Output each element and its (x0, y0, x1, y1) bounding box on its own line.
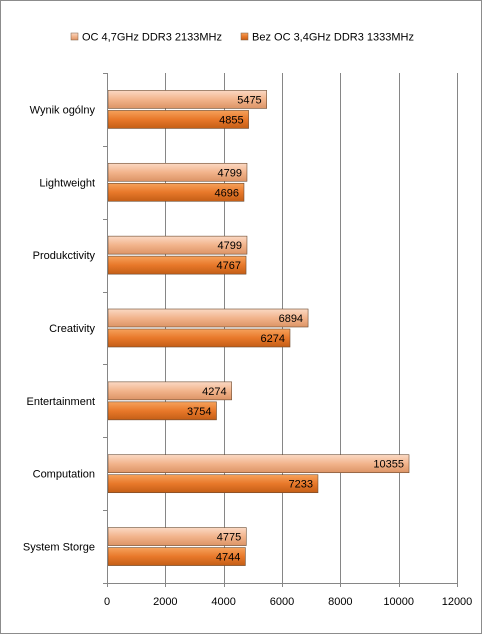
category-group-6: 4775 4744 System Storge (23, 527, 247, 566)
category-group-4: 4274 3754 Entertainment (27, 381, 232, 421)
data-label-2-series-0: 4799 (217, 240, 241, 252)
bar-5-series-0 (107, 454, 410, 474)
data-label-3-series-0: 6894 (279, 313, 303, 325)
x-tick-label-3: 6000 (270, 596, 294, 608)
legend-label-0: OC 4,7GHz DDR3 2133MHz (82, 32, 222, 44)
x-tick-label-0: 0 (104, 596, 110, 608)
x-tick-label-2: 4000 (211, 596, 235, 608)
data-label-2-series-1: 4767 (217, 260, 241, 272)
category-group-2: 4799 4767 Produkctivity (33, 235, 248, 275)
data-label-6-series-0: 4775 (217, 532, 241, 544)
category-label-2: Produkctivity (33, 250, 96, 262)
category-group-1: 4799 4696 Lightweight (39, 162, 248, 202)
data-label-4-series-1: 3754 (187, 406, 211, 418)
legend-swatch-0 (70, 32, 79, 41)
bar-5-series-1 (107, 474, 319, 494)
category-group-0: 5475 4855 Wynik ogólny (30, 90, 267, 129)
x-tick-label-5: 10000 (383, 596, 414, 608)
category-label-0: Wynik ogólny (30, 104, 96, 116)
category-group-5: 10355 7233 Computation (33, 454, 410, 494)
data-label-5-series-1: 7233 (288, 479, 312, 491)
data-label-3-series-1: 6274 (261, 333, 285, 345)
category-label-5: Computation (33, 469, 95, 481)
category-group-3: 6894 6274 Creativity (49, 308, 309, 348)
category-label-1: Lightweight (39, 177, 95, 189)
axes: 0 2000 4000 6000 8000 10000 12000 (103, 73, 472, 608)
legend-swatch-1 (240, 32, 249, 41)
data-label-1-series-0: 4799 (217, 167, 241, 179)
data-label-0-series-1: 4855 (219, 114, 243, 126)
category-label-3: Creativity (49, 323, 95, 335)
data-label-0-series-0: 5475 (237, 94, 261, 106)
legend-entry-1: Bez OC 3,4GHz DDR3 1333MHz (240, 32, 414, 44)
data-label-1-series-1: 4696 (214, 187, 238, 199)
gridlines (165, 73, 458, 583)
legend-entry-0: OC 4,7GHz DDR3 2133MHz (70, 32, 222, 44)
legend-label-1: Bez OC 3,4GHz DDR3 1333MHz (252, 32, 414, 44)
data-label-6-series-1: 4744 (216, 552, 240, 564)
x-tick-label-4: 8000 (328, 596, 352, 608)
x-tick-label-6: 12000 (442, 596, 473, 608)
data-label-5-series-0: 10355 (373, 459, 404, 471)
x-tick-label-1: 2000 (153, 596, 177, 608)
category-label-4: Entertainment (27, 396, 95, 408)
data-label-4-series-0: 4274 (202, 386, 226, 398)
category-label-6: System Storge (23, 542, 95, 554)
legend: OC 4,7GHz DDR3 2133MHz Bez OC 3,4GHz DDR3… (70, 32, 414, 44)
